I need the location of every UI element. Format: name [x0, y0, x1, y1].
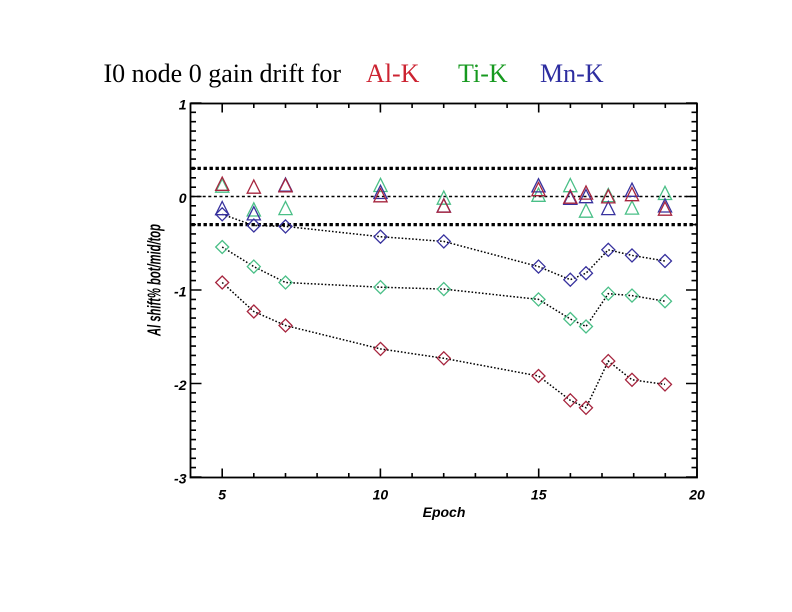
svg-text:-1: -1 — [174, 284, 187, 300]
svg-text:10: 10 — [373, 487, 389, 503]
svg-text:Epoch: Epoch — [423, 504, 466, 520]
svg-text:-2: -2 — [174, 377, 187, 393]
svg-text:Al shift% bot/mid/top: Al shift% bot/mid/top — [145, 224, 165, 337]
svg-text:-3: -3 — [174, 471, 187, 487]
svg-text:0: 0 — [179, 190, 187, 206]
svg-text:20: 20 — [688, 487, 705, 503]
svg-text:1: 1 — [179, 97, 187, 113]
svg-text:5: 5 — [218, 487, 226, 503]
svg-text:15: 15 — [531, 487, 547, 503]
